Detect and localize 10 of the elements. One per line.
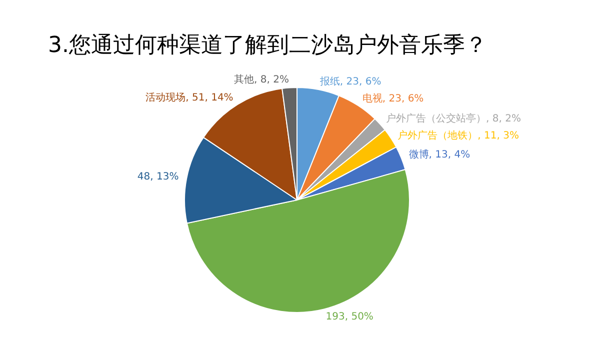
slice-label: 户外广告（地铁）, 11, 3% (398, 129, 519, 142)
slice-label: 电视, 23, 6% (362, 92, 424, 104)
slice-label: 微博, 13, 4% (408, 148, 470, 161)
slice-label: 其他, 8, 2% (234, 73, 289, 86)
slice-label: 活动现场, 51, 14% (146, 91, 234, 104)
data-label: 193, 50% (326, 312, 374, 323)
slice-label: 户外广告（公交站亭）, 8, 2% (386, 112, 521, 124)
chart-title: 3.您通过何种渠道了解到二沙岛户外音乐季？ (48, 32, 487, 60)
slice-label: 报纸, 23, 6% (318, 75, 382, 88)
data-label: 48, 13% (137, 172, 179, 183)
